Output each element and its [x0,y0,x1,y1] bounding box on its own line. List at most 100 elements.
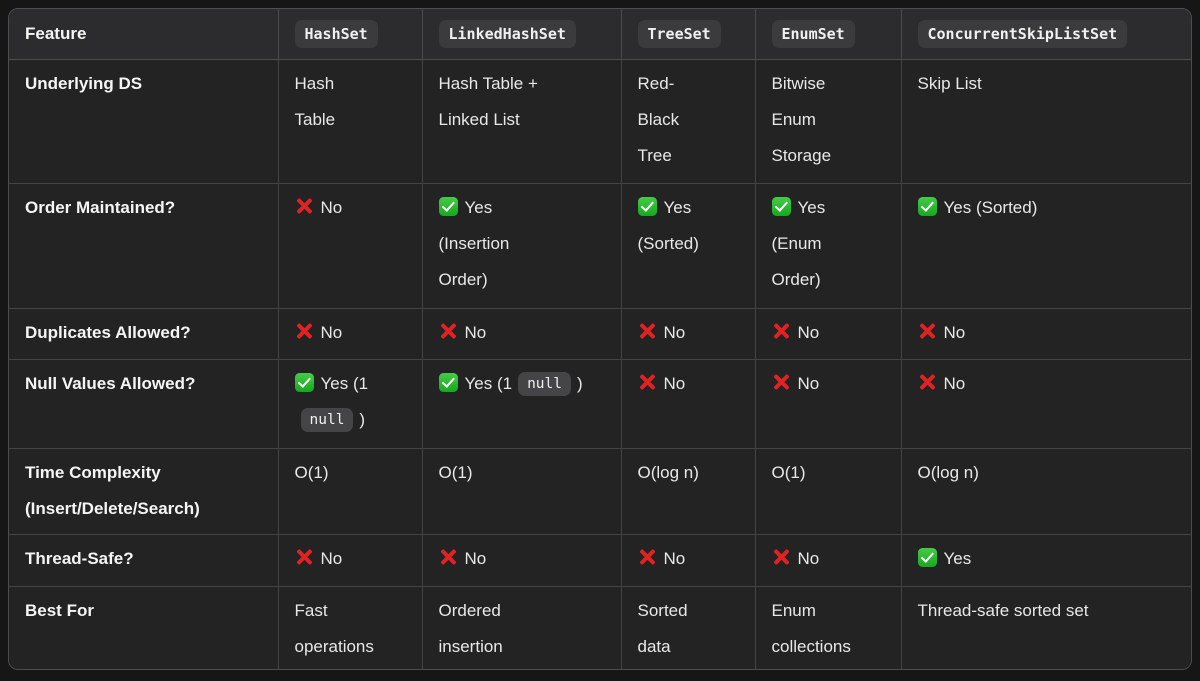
table-cell: Yes (1 null) [278,359,423,449]
check-icon [771,196,791,216]
table-cell: No [278,308,423,360]
cell-text: O(1) [771,462,806,482]
table-cell: No [621,359,756,449]
cell-text: Yes (Sorted) [637,197,699,253]
table-cell: No [755,308,902,360]
code-badge-enumset: EnumSet [771,19,855,48]
feature-cell: Underlying DS [9,59,279,184]
cell-text: O(log n) [637,462,699,482]
feature-label: Order Maintained? [25,197,176,217]
header-cell-hashset: HashSet [278,9,423,60]
cell-text: Red- Black Tree [637,73,680,165]
table-cell: Bitwise Enum Storage [755,59,902,184]
cell-text: Enum collections [771,600,851,656]
header-cell-enumset: EnumSet [755,9,902,60]
table-cell: Enum collections [755,586,902,669]
feature-cell: Best For [9,586,279,669]
cell-text: No [663,322,686,342]
cross-icon [772,322,791,341]
cell-text: Yes (1 [464,373,513,393]
cell-text: Yes (Insertion Order) [438,197,510,289]
feature-cell: Null Values Allowed? [9,359,279,449]
header-cell-concurrentskiplistset: ConcurrentSkipListSet [901,9,1191,60]
table-header-row: Feature HashSet LinkedHashSet TreeSet En… [9,9,1191,60]
feature-label: Duplicates Allowed? [25,322,191,342]
table-cell: No [422,534,622,587]
cell-text: No [797,373,820,393]
cross-icon [295,548,314,567]
check-icon [917,547,937,567]
cell-text: Skip List [917,73,982,93]
table-cell: Ordered insertion [422,586,622,669]
cross-icon [638,322,657,341]
cell-text: No [943,373,966,393]
table-cell: Thread-safe sorted set [901,586,1191,669]
code-badge-concurrentskiplistset: ConcurrentSkipListSet [917,19,1128,48]
table-cell: O(log n) [901,448,1191,535]
feature-header-label: Feature [25,23,87,43]
feature-label: Underlying DS [25,73,143,93]
cell-text: O(1) [438,462,473,482]
table-row-best-for: Best For Fast operations Ordered inserti… [9,586,1191,669]
feature-cell: Order Maintained? [9,183,279,309]
check-icon [438,372,458,392]
set-comparison-table-card: Feature HashSet LinkedHashSet TreeSet En… [8,8,1192,670]
cell-text: Yes [943,548,972,568]
feature-label: Best For [25,600,94,620]
cell-text: No [464,322,487,342]
cell-text: O(1) [294,462,329,482]
table-cell: No [901,359,1191,449]
check-icon [917,196,937,216]
cell-text: Bitwise Enum Storage [771,73,832,165]
table-cell: Fast operations [278,586,423,669]
table-cell: No [901,308,1191,360]
cell-suffix: ) [359,409,366,429]
inline-code: null [518,371,571,396]
cross-icon [439,322,458,341]
cell-text: Sorted data [637,600,688,656]
table-cell: Red- Black Tree [621,59,756,184]
table-cell: O(1) [755,448,902,535]
feature-label: Thread-Safe? [25,548,134,568]
table-cell: Yes (Sorted) [901,183,1191,309]
cross-icon [918,322,937,341]
table-row-null-values-allowed: Null Values Allowed? Yes (1 null) Yes (1… [9,359,1191,449]
table-row-time-complexity: Time Complexity (Insert/Delete/Search) O… [9,448,1191,535]
code-badge-hashset: HashSet [294,19,378,48]
table-row-underlying-ds: Underlying DS Hash Table Hash Table + Li… [9,59,1191,184]
cell-text: No [797,322,820,342]
header-cell-treeset: TreeSet [621,9,756,60]
table-cell: O(1) [278,448,423,535]
table-cell: No [755,359,902,449]
cell-text: Yes (Sorted) [943,197,1038,217]
table-cell: No [278,534,423,587]
cell-text: Yes (1 [320,373,369,393]
table-cell: Yes (Enum Order) [755,183,902,309]
table-cell: Yes (1 null) [422,359,622,449]
table-cell: No [278,183,423,309]
cross-icon [772,373,791,392]
header-cell-feature: Feature [9,9,279,60]
cell-suffix: ) [577,373,583,393]
cell-text: No [320,197,343,217]
check-icon [294,372,314,392]
table-cell: No [621,308,756,360]
cell-text: No [943,322,966,342]
cell-text: Ordered insertion [438,600,503,656]
check-icon [637,196,657,216]
table-row-order-maintained: Order Maintained? No Yes (Insertion Orde… [9,183,1191,309]
table-cell: O(1) [422,448,622,535]
feature-cell: Duplicates Allowed? [9,308,279,360]
cross-icon [439,548,458,567]
header-cell-linkedhashset: LinkedHashSet [422,9,622,60]
code-badge-linkedhashset: LinkedHashSet [438,19,576,48]
cell-text: No [663,548,686,568]
cell-text: Yes (Enum Order) [771,197,826,289]
feature-cell: Time Complexity (Insert/Delete/Search) [9,448,279,535]
table-cell: No [755,534,902,587]
cross-icon [918,373,937,392]
table-cell: Yes (Sorted) [621,183,756,309]
cell-text: Hash Table + Linked List [438,73,538,129]
feature-cell: Thread-Safe? [9,534,279,587]
